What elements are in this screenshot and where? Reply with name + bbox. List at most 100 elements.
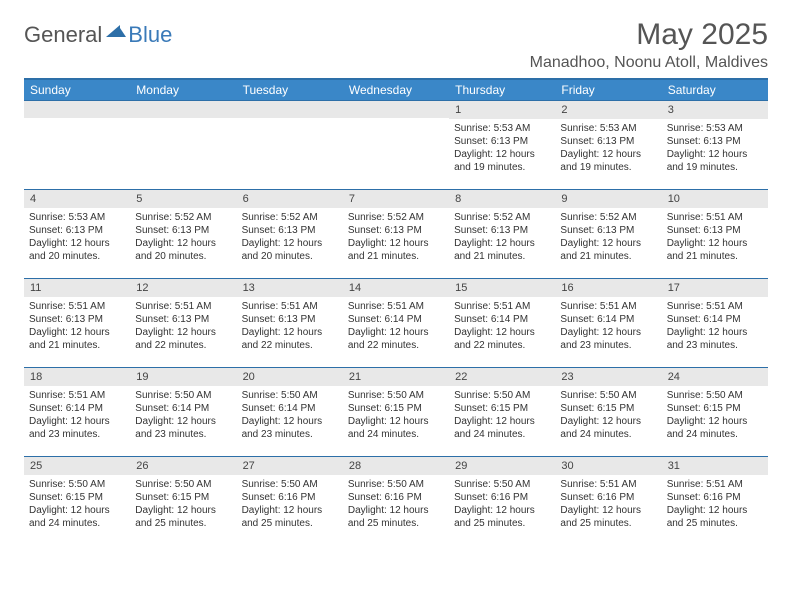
day-number: 31 <box>662 457 768 475</box>
day-details: Sunrise: 5:50 AMSunset: 6:16 PMDaylight:… <box>449 475 555 533</box>
day-details: Sunrise: 5:50 AMSunset: 6:16 PMDaylight:… <box>237 475 343 533</box>
sunrise-line: Sunrise: 5:51 AM <box>667 211 763 224</box>
empty-day-number <box>237 101 343 118</box>
day-cell: 29Sunrise: 5:50 AMSunset: 6:16 PMDayligh… <box>449 457 555 545</box>
sunset-line: Sunset: 6:13 PM <box>454 224 550 237</box>
day-details: Sunrise: 5:51 AMSunset: 6:16 PMDaylight:… <box>555 475 661 533</box>
day-number: 10 <box>662 190 768 208</box>
day-number: 29 <box>449 457 555 475</box>
day-cell: 17Sunrise: 5:51 AMSunset: 6:14 PMDayligh… <box>662 279 768 367</box>
day-number: 4 <box>24 190 130 208</box>
sunset-line: Sunset: 6:13 PM <box>348 224 444 237</box>
sunset-line: Sunset: 6:13 PM <box>667 224 763 237</box>
sunrise-line: Sunrise: 5:51 AM <box>667 300 763 313</box>
day-details: Sunrise: 5:52 AMSunset: 6:13 PMDaylight:… <box>130 208 236 266</box>
sunset-line: Sunset: 6:13 PM <box>242 313 338 326</box>
day-details: Sunrise: 5:53 AMSunset: 6:13 PMDaylight:… <box>662 119 768 177</box>
sunrise-line: Sunrise: 5:50 AM <box>560 389 656 402</box>
sunrise-line: Sunrise: 5:50 AM <box>135 478 231 491</box>
daylight-line: Daylight: 12 hours and 20 minutes. <box>242 237 338 263</box>
day-cell: 19Sunrise: 5:50 AMSunset: 6:14 PMDayligh… <box>130 368 236 456</box>
day-number: 16 <box>555 279 661 297</box>
daylight-line: Daylight: 12 hours and 21 minutes. <box>560 237 656 263</box>
empty-day-number <box>24 101 130 118</box>
sunset-line: Sunset: 6:15 PM <box>667 402 763 415</box>
sunset-line: Sunset: 6:15 PM <box>29 491 125 504</box>
day-details: Sunrise: 5:51 AMSunset: 6:13 PMDaylight:… <box>237 297 343 355</box>
sunrise-line: Sunrise: 5:50 AM <box>242 478 338 491</box>
day-number: 5 <box>130 190 236 208</box>
day-cell: 18Sunrise: 5:51 AMSunset: 6:14 PMDayligh… <box>24 368 130 456</box>
day-number: 17 <box>662 279 768 297</box>
location-text: Manadhoo, Noonu Atoll, Maldives <box>530 54 768 72</box>
sunset-line: Sunset: 6:16 PM <box>667 491 763 504</box>
sunset-line: Sunset: 6:15 PM <box>560 402 656 415</box>
day-cell: 21Sunrise: 5:50 AMSunset: 6:15 PMDayligh… <box>343 368 449 456</box>
day-cell: 27Sunrise: 5:50 AMSunset: 6:16 PMDayligh… <box>237 457 343 545</box>
weekday-header-row: SundayMondayTuesdayWednesdayThursdayFrid… <box>24 80 768 100</box>
day-number: 24 <box>662 368 768 386</box>
daylight-line: Daylight: 12 hours and 24 minutes. <box>454 415 550 441</box>
sunset-line: Sunset: 6:15 PM <box>348 402 444 415</box>
calendar-grid: SundayMondayTuesdayWednesdayThursdayFrid… <box>24 78 768 545</box>
daylight-line: Daylight: 12 hours and 23 minutes. <box>560 326 656 352</box>
sunrise-line: Sunrise: 5:53 AM <box>454 122 550 135</box>
logo-text-general: General <box>24 22 102 48</box>
sunset-line: Sunset: 6:13 PM <box>454 135 550 148</box>
day-cell: 12Sunrise: 5:51 AMSunset: 6:13 PMDayligh… <box>130 279 236 367</box>
sunrise-line: Sunrise: 5:53 AM <box>29 211 125 224</box>
day-cell: 3Sunrise: 5:53 AMSunset: 6:13 PMDaylight… <box>662 101 768 189</box>
day-cell: 8Sunrise: 5:52 AMSunset: 6:13 PMDaylight… <box>449 190 555 278</box>
daylight-line: Daylight: 12 hours and 24 minutes. <box>29 504 125 530</box>
day-cell: 26Sunrise: 5:50 AMSunset: 6:15 PMDayligh… <box>130 457 236 545</box>
weeks-container: 1Sunrise: 5:53 AMSunset: 6:13 PMDaylight… <box>24 100 768 545</box>
sunset-line: Sunset: 6:14 PM <box>242 402 338 415</box>
sunrise-line: Sunrise: 5:52 AM <box>348 211 444 224</box>
day-cell <box>24 101 130 189</box>
sunset-line: Sunset: 6:13 PM <box>29 313 125 326</box>
day-cell <box>237 101 343 189</box>
sunrise-line: Sunrise: 5:50 AM <box>454 478 550 491</box>
calendar-page: General Blue May 2025 Manadhoo, Noonu At… <box>0 0 792 557</box>
day-cell: 24Sunrise: 5:50 AMSunset: 6:15 PMDayligh… <box>662 368 768 456</box>
weekday-sunday: Sunday <box>24 80 130 100</box>
sunset-line: Sunset: 6:13 PM <box>135 224 231 237</box>
day-details: Sunrise: 5:50 AMSunset: 6:15 PMDaylight:… <box>130 475 236 533</box>
sunset-line: Sunset: 6:14 PM <box>667 313 763 326</box>
day-cell: 22Sunrise: 5:50 AMSunset: 6:15 PMDayligh… <box>449 368 555 456</box>
day-number: 20 <box>237 368 343 386</box>
day-number: 21 <box>343 368 449 386</box>
day-cell: 20Sunrise: 5:50 AMSunset: 6:14 PMDayligh… <box>237 368 343 456</box>
day-cell: 2Sunrise: 5:53 AMSunset: 6:13 PMDaylight… <box>555 101 661 189</box>
day-details: Sunrise: 5:51 AMSunset: 6:13 PMDaylight:… <box>662 208 768 266</box>
daylight-line: Daylight: 12 hours and 22 minutes. <box>242 326 338 352</box>
sunset-line: Sunset: 6:14 PM <box>135 402 231 415</box>
sunrise-line: Sunrise: 5:51 AM <box>348 300 444 313</box>
day-cell: 30Sunrise: 5:51 AMSunset: 6:16 PMDayligh… <box>555 457 661 545</box>
sunrise-line: Sunrise: 5:51 AM <box>560 300 656 313</box>
day-details: Sunrise: 5:53 AMSunset: 6:13 PMDaylight:… <box>555 119 661 177</box>
week-row: 4Sunrise: 5:53 AMSunset: 6:13 PMDaylight… <box>24 189 768 278</box>
logo-text-blue: Blue <box>128 22 172 48</box>
sunset-line: Sunset: 6:13 PM <box>135 313 231 326</box>
daylight-line: Daylight: 12 hours and 25 minutes. <box>560 504 656 530</box>
daylight-line: Daylight: 12 hours and 19 minutes. <box>454 148 550 174</box>
empty-day-number <box>343 101 449 118</box>
sunrise-line: Sunrise: 5:51 AM <box>667 478 763 491</box>
daylight-line: Daylight: 12 hours and 19 minutes. <box>667 148 763 174</box>
day-number: 7 <box>343 190 449 208</box>
day-cell: 16Sunrise: 5:51 AMSunset: 6:14 PMDayligh… <box>555 279 661 367</box>
weekday-wednesday: Wednesday <box>343 80 449 100</box>
daylight-line: Daylight: 12 hours and 25 minutes. <box>242 504 338 530</box>
day-details: Sunrise: 5:50 AMSunset: 6:14 PMDaylight:… <box>130 386 236 444</box>
day-number: 12 <box>130 279 236 297</box>
day-number: 6 <box>237 190 343 208</box>
sunset-line: Sunset: 6:13 PM <box>29 224 125 237</box>
daylight-line: Daylight: 12 hours and 20 minutes. <box>29 237 125 263</box>
day-details: Sunrise: 5:50 AMSunset: 6:15 PMDaylight:… <box>555 386 661 444</box>
day-details: Sunrise: 5:50 AMSunset: 6:15 PMDaylight:… <box>449 386 555 444</box>
month-title: May 2025 <box>530 18 768 52</box>
sunrise-line: Sunrise: 5:50 AM <box>242 389 338 402</box>
day-number: 1 <box>449 101 555 119</box>
day-details: Sunrise: 5:51 AMSunset: 6:16 PMDaylight:… <box>662 475 768 533</box>
